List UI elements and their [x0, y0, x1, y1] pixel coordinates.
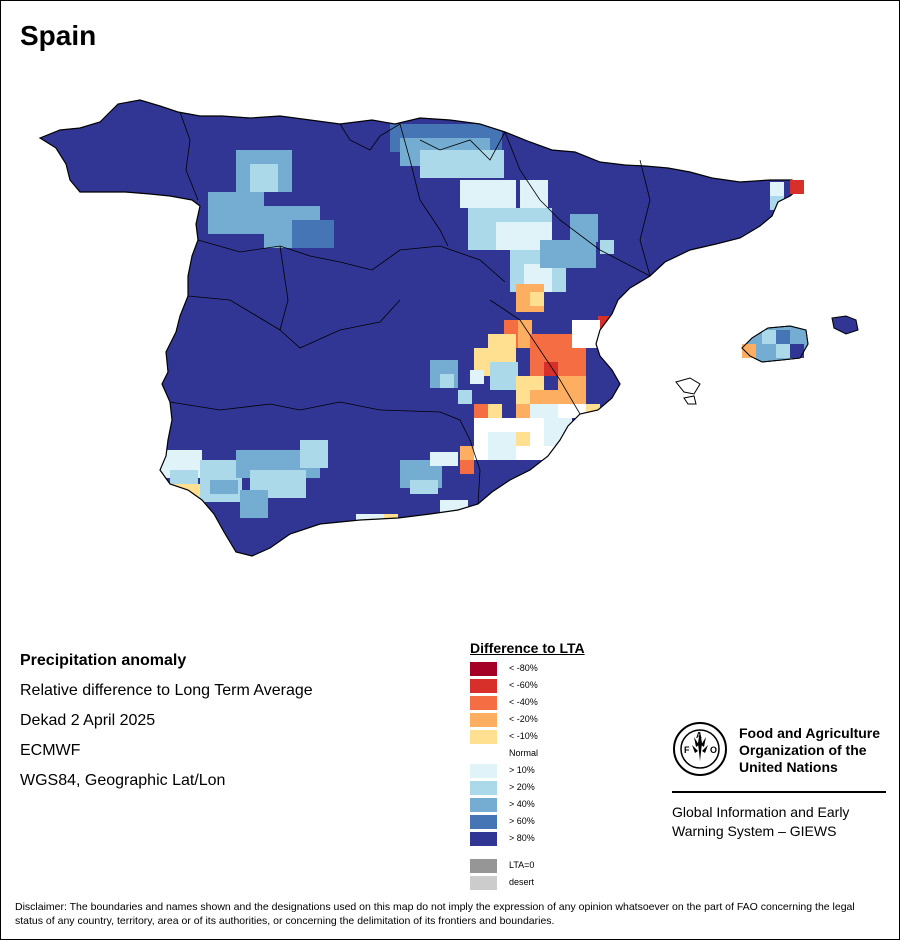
info-heading: Precipitation anomaly [20, 652, 187, 669]
svg-text:O: O [710, 745, 717, 755]
map-title: Spain [20, 20, 97, 51]
organization-name: Food and Agriculture Organization of the… [739, 725, 880, 776]
legend-label: LTA=0 [509, 860, 535, 870]
regional-boundaries [169, 111, 651, 505]
legend-swatch [470, 747, 497, 761]
organization-name-line: Food and Agriculture [739, 725, 881, 741]
legend-label: desert [509, 877, 535, 887]
legend-swatch [470, 832, 497, 846]
legend-label: < -80% [509, 663, 538, 673]
legend-label: > 60% [509, 816, 535, 826]
legend-label: > 80% [509, 833, 535, 843]
legend-swatch [470, 798, 497, 812]
legend-swatch [470, 859, 497, 873]
legend-label: > 40% [509, 799, 535, 809]
svg-text:F: F [684, 745, 690, 755]
fao-logo-icon: F O A [673, 722, 727, 776]
system-name: Global Information and Early Warning Sys… [672, 803, 849, 841]
info-period: Dekad 2 April 2025 [20, 712, 156, 729]
system-name-line: Warning System – GIEWS [672, 823, 837, 839]
disclaimer: Disclaimer: The boundaries and names sho… [15, 901, 855, 927]
anomaly-grid [40, 100, 800, 556]
legend-swatch [470, 662, 497, 676]
legend-swatch [470, 781, 497, 795]
legend-label: Normal [509, 748, 539, 758]
organization-name-line: Organization of the [739, 742, 867, 758]
legend-swatch [470, 679, 497, 693]
legend-swatch [470, 876, 497, 890]
legend-label: < -60% [509, 680, 538, 690]
legend-label: > 10% [509, 765, 535, 775]
balearic-islands [675, 315, 859, 405]
info-source: ECMWF [20, 742, 81, 759]
legend-swatch [470, 815, 497, 829]
legend-label: < -10% [509, 731, 538, 741]
legend-swatch [470, 713, 497, 727]
legend-label: > 20% [509, 782, 535, 792]
organization-name-line: United Nations [739, 759, 838, 775]
map-info-block: Precipitation anomaly Relative differenc… [20, 646, 313, 796]
info-projection: WGS84, Geographic Lat/Lon [20, 772, 226, 789]
legend-title: Difference to LTA [470, 640, 585, 656]
legend-label: < -40% [509, 697, 538, 707]
system-name-line: Global Information and Early [672, 804, 850, 820]
legend-swatch [470, 730, 497, 744]
anomaly-cell-catalonia-coast [790, 180, 804, 194]
divider [672, 791, 886, 793]
svg-text:A: A [696, 731, 702, 740]
legend-swatch [470, 696, 497, 710]
legend-swatch [470, 764, 497, 778]
spain-precipitation-map [39, 99, 859, 557]
legend-label: < -20% [509, 714, 538, 724]
info-subtitle: Relative difference to Long Term Average [20, 682, 313, 699]
legend: Difference to LTA < -80% < -60% < -40% < -2… [470, 640, 585, 890]
